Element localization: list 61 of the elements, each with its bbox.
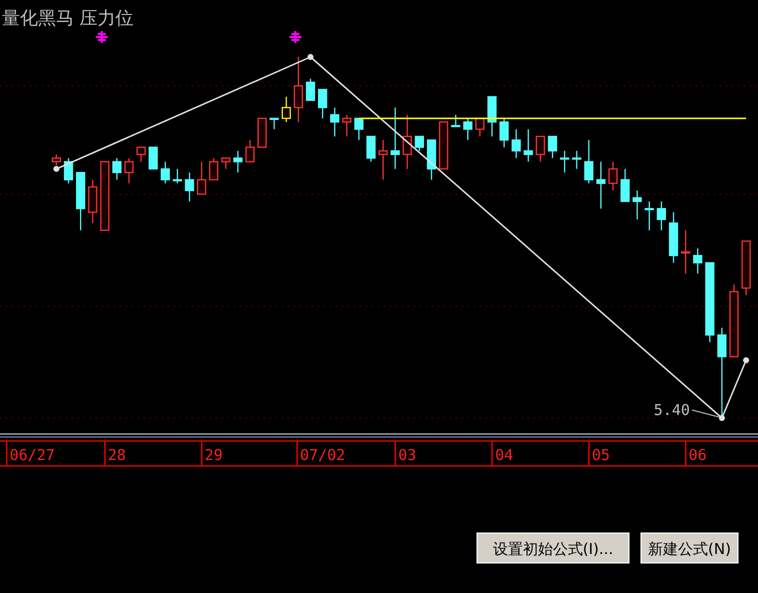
- candlestick: [402, 114, 412, 170]
- candlestick: [644, 200, 654, 231]
- point: [308, 54, 314, 60]
- candlestick: [475, 118, 484, 138]
- text: 设置初始公式(I)...: [492, 540, 614, 558]
- x-tick-label: 05: [592, 446, 610, 464]
- point: [718, 415, 725, 421]
- candlestick: [463, 118, 472, 141]
- candlestick: [536, 136, 545, 162]
- candlestick: [52, 154, 61, 166]
- chart-title: 量化黑马 压力位: [2, 8, 134, 29]
- candlestick: [184, 172, 194, 202]
- candlestick: [172, 168, 182, 184]
- candlestick: [306, 78, 316, 101]
- x-tick-label: 03: [398, 446, 416, 464]
- candlestick: [608, 161, 618, 192]
- candlestick: [681, 230, 690, 274]
- x-tick-label: 06: [688, 446, 707, 464]
- point: [743, 357, 750, 364]
- candlestick: [596, 161, 606, 210]
- candlestick: [112, 157, 122, 180]
- candlestick: [572, 150, 582, 170]
- candlestick: [632, 190, 642, 220]
- point: [53, 166, 60, 172]
- candlestick: [378, 139, 388, 180]
- candlestick: [330, 106, 340, 138]
- x-tick-label: 07/02: [300, 446, 346, 464]
- candlestick: [197, 161, 206, 195]
- x-tick-label: 06/27: [10, 446, 55, 464]
- annotation: 5.40: [654, 401, 690, 419]
- candlestick: [693, 248, 702, 274]
- candlestick: [221, 157, 230, 170]
- candlestick: [656, 200, 666, 231]
- candlestick: [584, 139, 594, 184]
- candlestick: [342, 114, 352, 138]
- candlestick: [414, 136, 424, 152]
- candlestick: [560, 150, 570, 174]
- candlestick: [548, 136, 558, 159]
- candlestick: [136, 146, 146, 162]
- candlestick: [524, 128, 533, 162]
- candlestick: [209, 157, 218, 180]
- x-tick-label: 28: [108, 446, 126, 464]
- candlestick: [366, 136, 376, 162]
- candlestick: [294, 56, 303, 123]
- x-tick-label: 29: [204, 446, 223, 464]
- candlestick: [124, 157, 134, 184]
- candlestick: [451, 114, 460, 128]
- candlestick: [318, 88, 328, 119]
- candlestick: [245, 139, 255, 162]
- x-tick-label: 04: [495, 446, 514, 464]
- candlestick: [512, 128, 521, 159]
- candlestick: [160, 161, 170, 184]
- candlestick: [233, 150, 242, 174]
- candlestick: [354, 118, 364, 141]
- text: 新建公式(N): [648, 540, 731, 558]
- candlestick: [270, 118, 279, 130]
- candlestick: [148, 146, 158, 170]
- candlestick: [620, 168, 630, 202]
- candlestick: [282, 96, 291, 123]
- candlestick: [500, 118, 509, 148]
- candlestick: [390, 106, 400, 170]
